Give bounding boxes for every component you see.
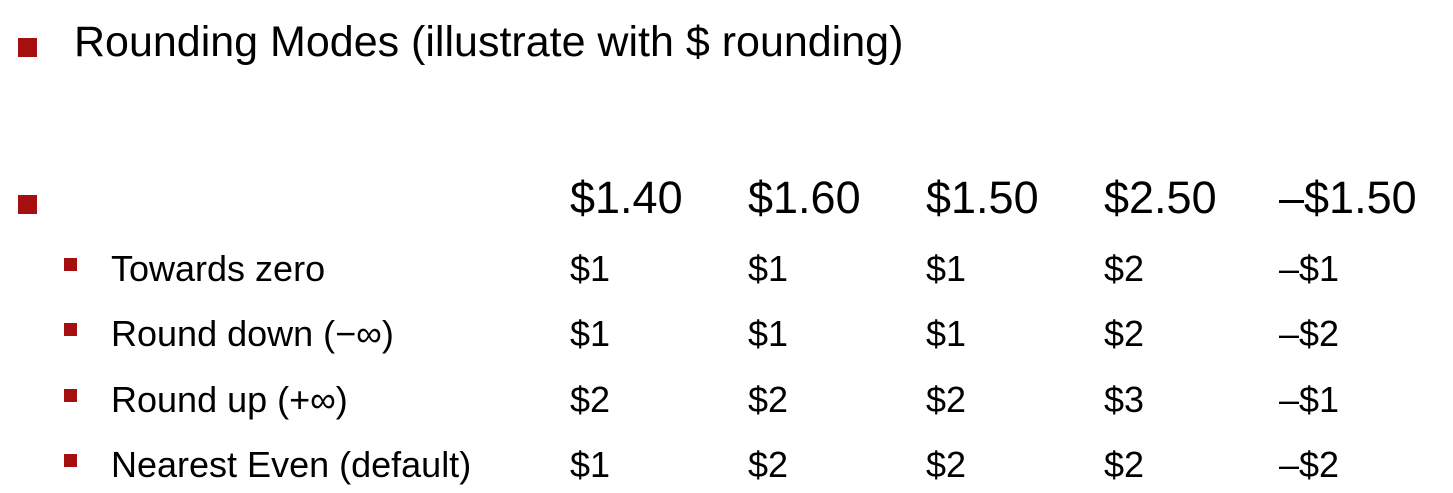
row-bullet	[64, 389, 77, 402]
table-cell: $2	[1104, 313, 1145, 354]
table-cell: $1	[570, 248, 611, 289]
column-header: $1.60	[748, 172, 861, 223]
table-cell: $2	[1104, 248, 1145, 289]
table-cell: $2	[748, 379, 789, 420]
table-cell: –$1	[1279, 248, 1340, 289]
table-cell: $1	[570, 444, 611, 485]
row-label-nearest-even: Nearest Even (default)	[111, 444, 472, 485]
table-cell: $3	[1104, 379, 1145, 420]
row-bullet	[64, 258, 77, 271]
table-cell: $1	[570, 313, 611, 354]
table-cell: $2	[926, 379, 967, 420]
column-header: $1.50	[926, 172, 1039, 223]
table-cell: $2	[748, 444, 789, 485]
table-cell: –$1	[1279, 379, 1340, 420]
table-cell: $1	[748, 248, 789, 289]
row-bullet	[64, 323, 77, 336]
row-label-towards-zero: Towards zero	[111, 248, 326, 289]
column-header: $1.40	[570, 172, 683, 223]
table-cell: $2	[926, 444, 967, 485]
table-cell: –$2	[1279, 313, 1340, 354]
table-cell: $1	[926, 248, 967, 289]
page-title: Rounding Modes (illustrate with $ roundi…	[74, 18, 904, 66]
table-cell: $1	[926, 313, 967, 354]
row-label-round-down: Round down (−∞)	[111, 313, 394, 354]
table-cell: $1	[748, 313, 789, 354]
table-bullet	[18, 195, 37, 214]
column-header: –$1.50	[1279, 172, 1417, 223]
table-cell: –$2	[1279, 444, 1340, 485]
row-bullet	[64, 454, 77, 467]
row-label-round-up: Round up (+∞)	[111, 379, 348, 420]
table-cell: $2	[570, 379, 611, 420]
table-cell: $2	[1104, 444, 1145, 485]
title-bullet	[18, 38, 37, 57]
column-header: $2.50	[1104, 172, 1217, 223]
